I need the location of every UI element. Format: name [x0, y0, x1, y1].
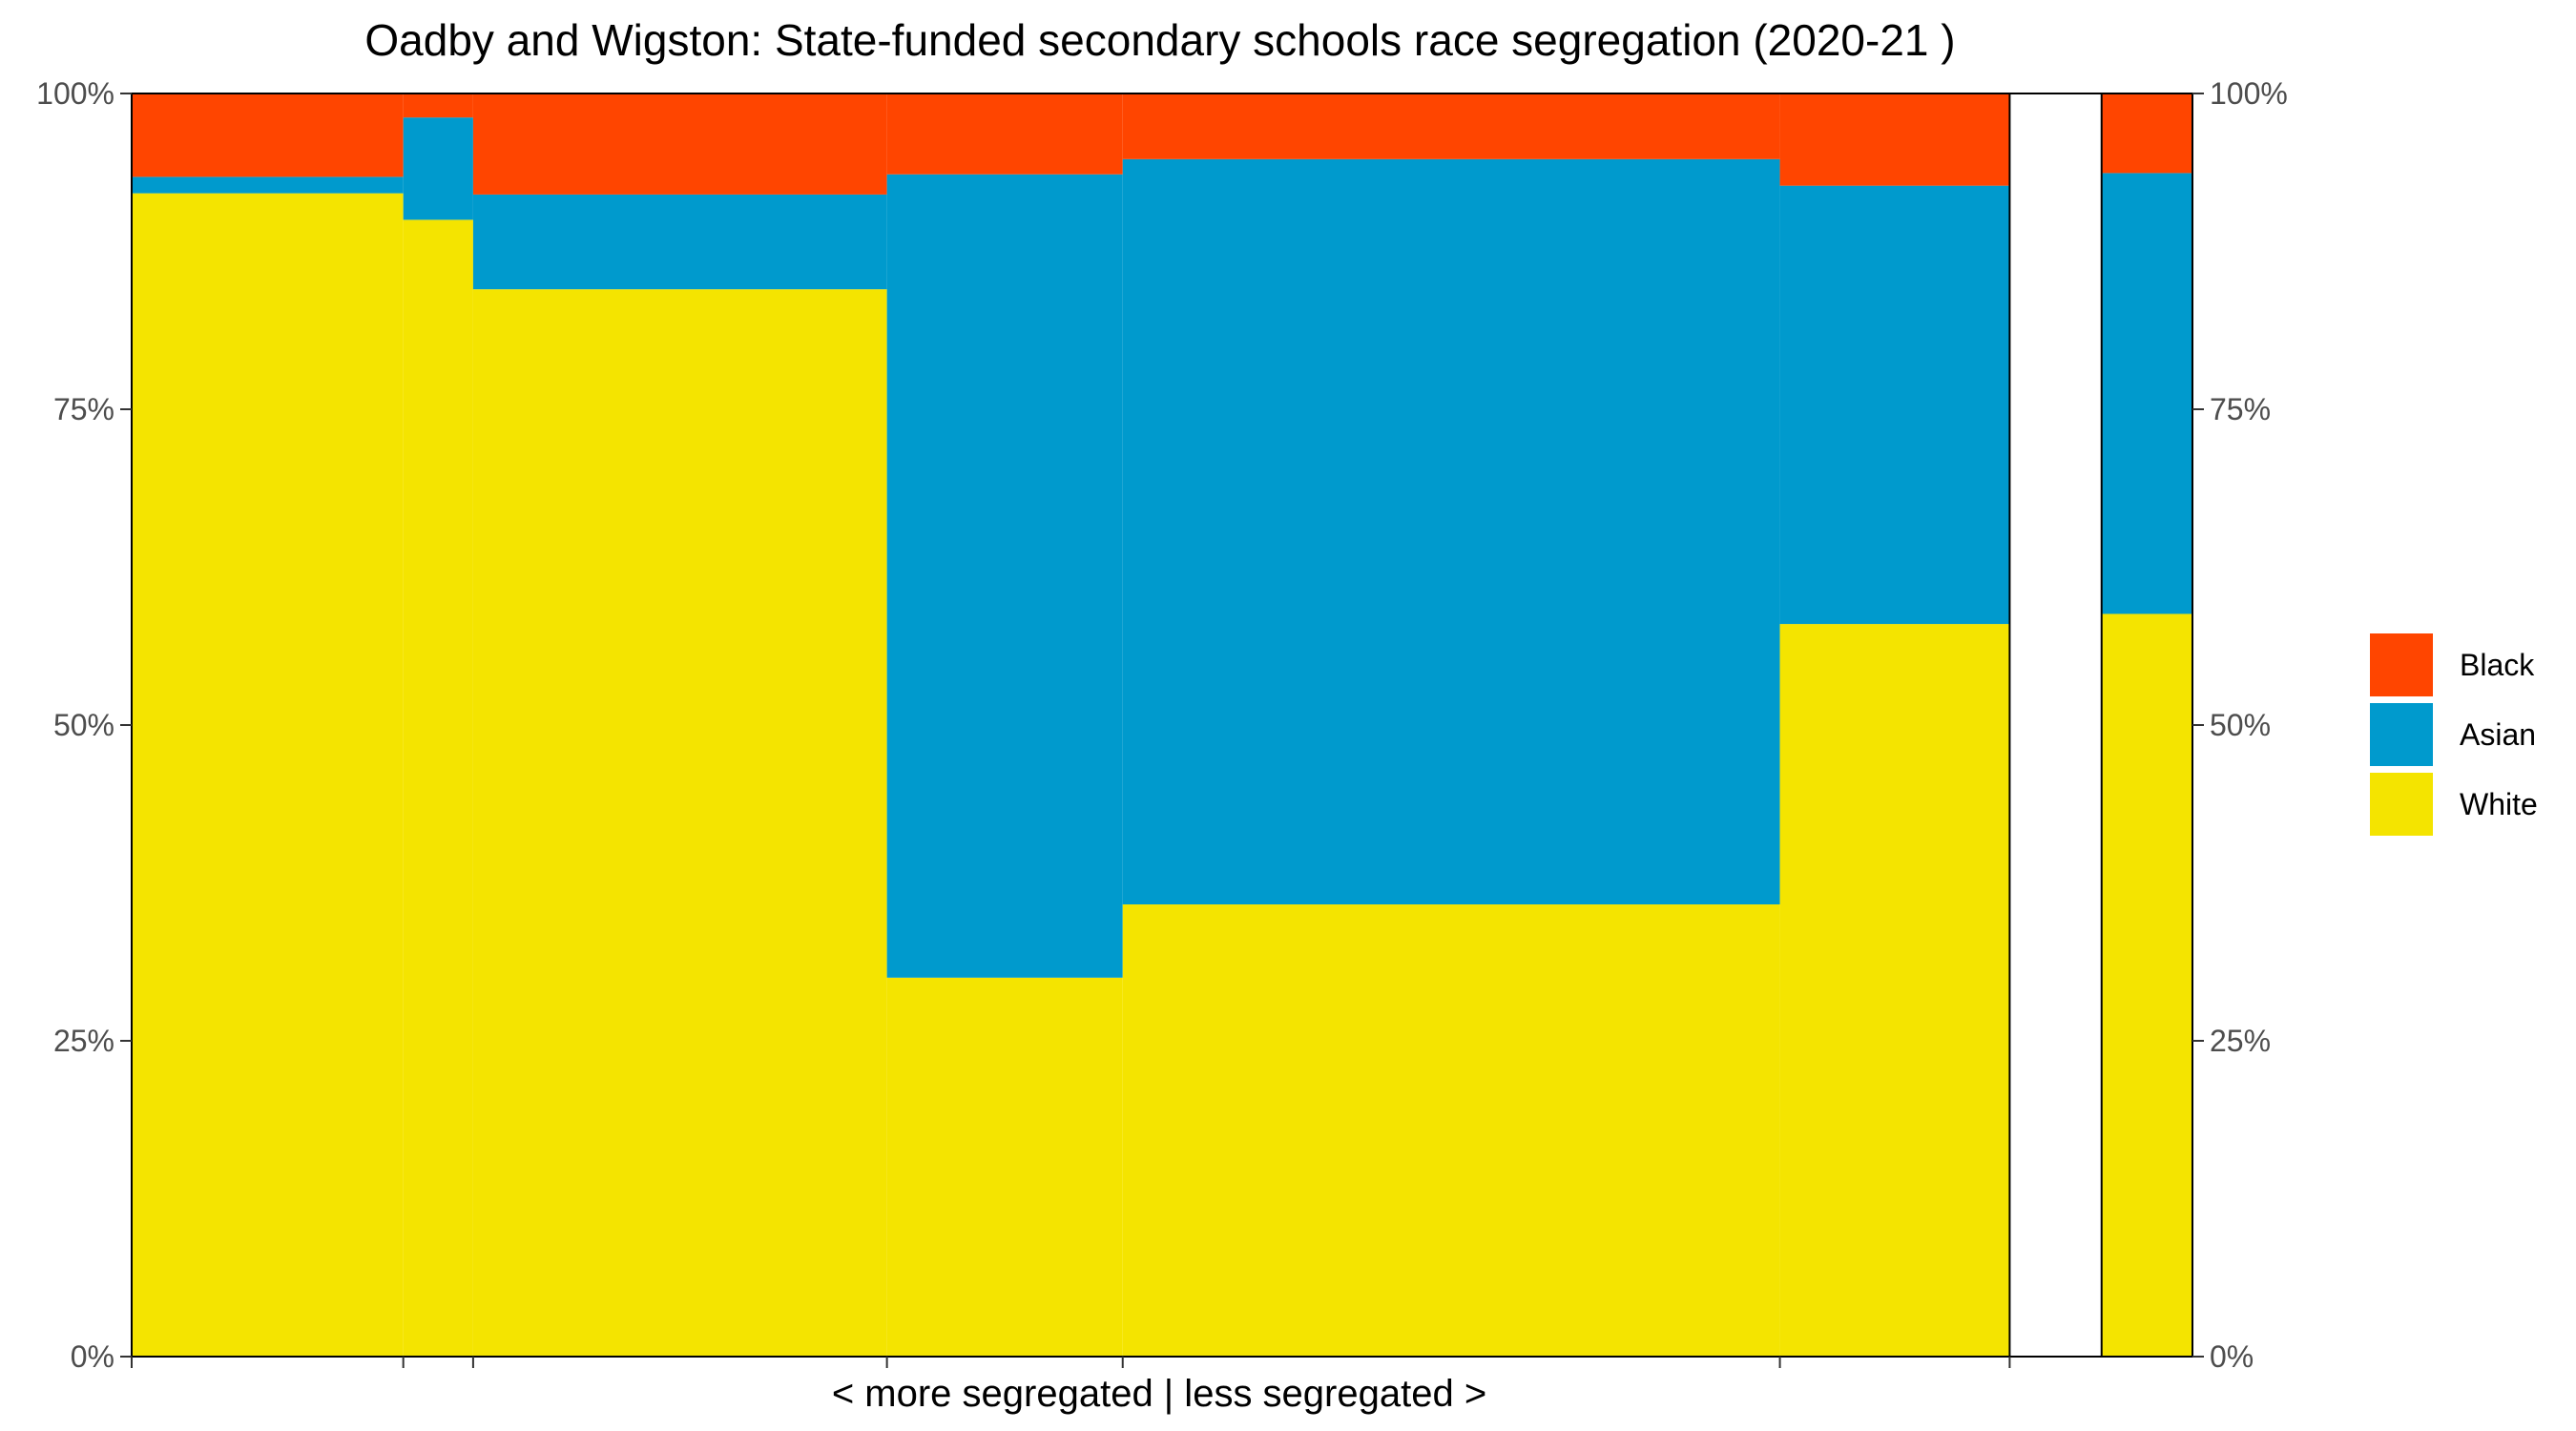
y-tick-label-right: 0%: [2210, 1339, 2254, 1374]
legend-key-white: [2370, 773, 2433, 836]
bar-6-white-segment: [1779, 624, 2010, 1357]
bar-4-asian-segment: [886, 174, 1123, 978]
bar-3-black-segment: [472, 93, 887, 195]
chart-title: Oadby and Wigston: State-funded secondar…: [364, 15, 1955, 65]
bar-4-white-segment: [886, 977, 1123, 1357]
bar-1-black-segment: [132, 93, 404, 177]
bar-6-asian-segment: [1779, 185, 2010, 625]
y-tick-label-right: 75%: [2210, 392, 2271, 426]
bars-group: [132, 93, 2192, 1358]
y-tick-label-left: 25%: [53, 1024, 114, 1058]
bar-3-white-segment: [472, 289, 887, 1358]
legend-key-black: [2370, 633, 2433, 696]
total-bar-black-segment: [2101, 93, 2192, 174]
bar-2-white-segment: [403, 219, 473, 1357]
bar-5-asian-segment: [1122, 158, 1780, 905]
bar-2-asian-segment: [403, 117, 473, 220]
bar-5-black-segment: [1122, 93, 1780, 159]
plot-frame: [131, 93, 2193, 1358]
total-bar-asian-segment: [2101, 173, 2192, 614]
gap-column: [2008, 93, 2103, 1358]
legend-label-white: White: [2460, 787, 2538, 821]
y-tick-label-right: 25%: [2210, 1024, 2271, 1058]
y-tick-label-left: 100%: [36, 76, 114, 111]
y-tick-label-left: 0%: [71, 1339, 114, 1374]
bar-5-white-segment: [1122, 904, 1780, 1357]
y-tick-label-right: 50%: [2210, 708, 2271, 742]
axes-group: 0% 0% 25% 25% 50% 50% 75% 75% 100% 100%: [36, 76, 2288, 1374]
y-tick-label-left: 75%: [53, 392, 114, 426]
legend-label-asian: Asian: [2460, 717, 2536, 752]
y-tick-label-left: 50%: [53, 708, 114, 742]
bar-4-black-segment: [886, 93, 1123, 175]
legend-label-black: Black: [2460, 648, 2535, 682]
bar-1-white-segment: [132, 193, 404, 1358]
bar-1-asian-segment: [132, 176, 404, 194]
legend: Black Asian White: [2370, 633, 2538, 836]
total-bar-white-segment: [2101, 613, 2192, 1357]
x-axis-label: < more segregated | less segregated >: [832, 1373, 1486, 1415]
bar-2-black-segment: [403, 93, 473, 118]
y-tick-label-right: 100%: [2210, 76, 2288, 111]
bar-3-asian-segment: [472, 194, 887, 290]
legend-key-asian: [2370, 703, 2433, 766]
bar-6-black-segment: [1779, 93, 2010, 186]
